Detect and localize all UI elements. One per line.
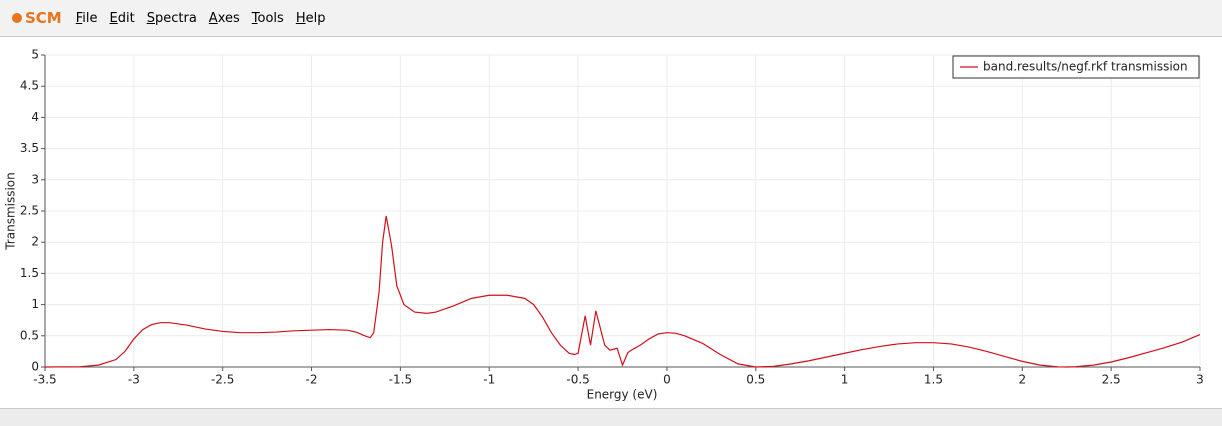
x-tick-label: -0.5	[566, 373, 589, 387]
y-tick-label: 4.5	[20, 79, 39, 93]
y-tick-label: 5	[31, 48, 39, 62]
menu-item[interactable]: Help	[295, 10, 326, 26]
x-tick-label: 2.5	[1102, 373, 1121, 387]
logo-text: SCM	[25, 9, 62, 27]
x-tick-label: -2.5	[211, 373, 234, 387]
legend-box	[952, 55, 1200, 79]
line-series	[44, 215, 1201, 368]
logo: SCM	[12, 9, 62, 27]
chart: Energy (eV) Transmission 0 0.5 1 1.5 2 2.5 3 3.…	[4, 48, 1204, 402]
x-tick-label: 1	[841, 373, 849, 387]
y-tick-label: 2.5	[20, 204, 39, 218]
legend-label: band.results/negf.rkf transmission	[983, 60, 1188, 74]
menu-item[interactable]: File	[75, 10, 98, 26]
x-tick-label: 2	[1018, 373, 1026, 387]
y-tick-label: 3	[31, 172, 39, 186]
x-tick-label: -1.5	[389, 373, 412, 387]
y-tick-label: 0.5	[20, 328, 39, 342]
x-tick-label: -1	[483, 373, 495, 387]
x-tick-label: 3	[1196, 373, 1204, 387]
y-axis-label: Transmission	[4, 172, 18, 251]
y-tick-label: 0	[31, 360, 39, 374]
x-tick-label: -3	[128, 373, 140, 387]
menu-bar: SCM File Edit Spectra Axes Tools Help	[0, 0, 1222, 37]
x-tick-label: 0.5	[746, 373, 765, 387]
y-tick-label: 4	[31, 110, 39, 124]
x-tick-label: -2	[306, 373, 318, 387]
y-tick-label: 1.5	[20, 266, 39, 280]
menu-item[interactable]: Spectra	[146, 10, 197, 26]
x-tick-label: 0	[663, 373, 671, 387]
status-bar	[0, 408, 1222, 426]
y-tick-label: 2	[31, 235, 39, 249]
x-axis-label: Energy (eV)	[587, 388, 658, 402]
menus: File Edit Spectra Axes Tools Help	[70, 11, 332, 26]
menu-item[interactable]: Edit	[109, 10, 135, 26]
menu-item[interactable]: Tools	[251, 10, 284, 26]
y-tick-label: 1	[31, 297, 39, 311]
x-tick-label: -3.5	[33, 373, 56, 387]
y-tick-label: 3.5	[20, 141, 39, 155]
x-tick-label: 1.5	[924, 373, 943, 387]
menu-item[interactable]: Axes	[208, 10, 240, 26]
